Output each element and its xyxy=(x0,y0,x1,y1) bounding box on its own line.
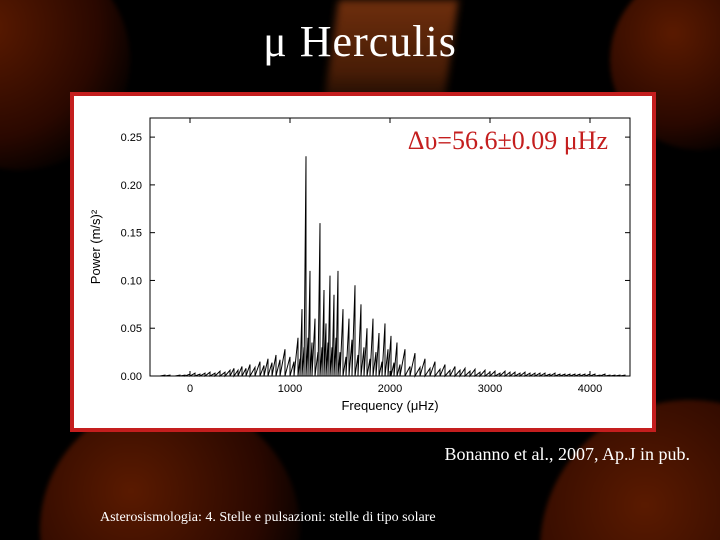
svg-text:0: 0 xyxy=(187,383,193,395)
svg-text:Frequency (μHz): Frequency (μHz) xyxy=(341,398,438,413)
page-title: μ Herculis xyxy=(0,16,720,67)
svg-text:Power (m/s)²: Power (m/s)² xyxy=(88,209,103,284)
svg-text:0.00: 0.00 xyxy=(121,371,142,383)
delta-nu-annotation: Δυ=56.6±0.09 μHz xyxy=(408,126,608,156)
svg-text:1000: 1000 xyxy=(278,383,302,395)
citation-text: Bonanno et al., 2007, Ap.J in pub. xyxy=(445,444,691,465)
svg-text:3000: 3000 xyxy=(478,383,502,395)
svg-text:2000: 2000 xyxy=(378,383,402,395)
svg-text:0.25: 0.25 xyxy=(121,132,142,144)
svg-text:0.15: 0.15 xyxy=(121,228,142,240)
svg-text:0.10: 0.10 xyxy=(121,275,142,287)
svg-text:0.05: 0.05 xyxy=(121,323,142,335)
svg-text:0.20: 0.20 xyxy=(121,180,142,192)
footer-text: Asterosismologia: 4. Stelle e pulsazioni… xyxy=(100,510,436,526)
power-spectrum-chart: 0 1000 2000 3000 4000 0.00 0.05 0.10 0.15 0.20 0.2… xyxy=(70,92,656,432)
svg-text:4000: 4000 xyxy=(578,383,602,395)
